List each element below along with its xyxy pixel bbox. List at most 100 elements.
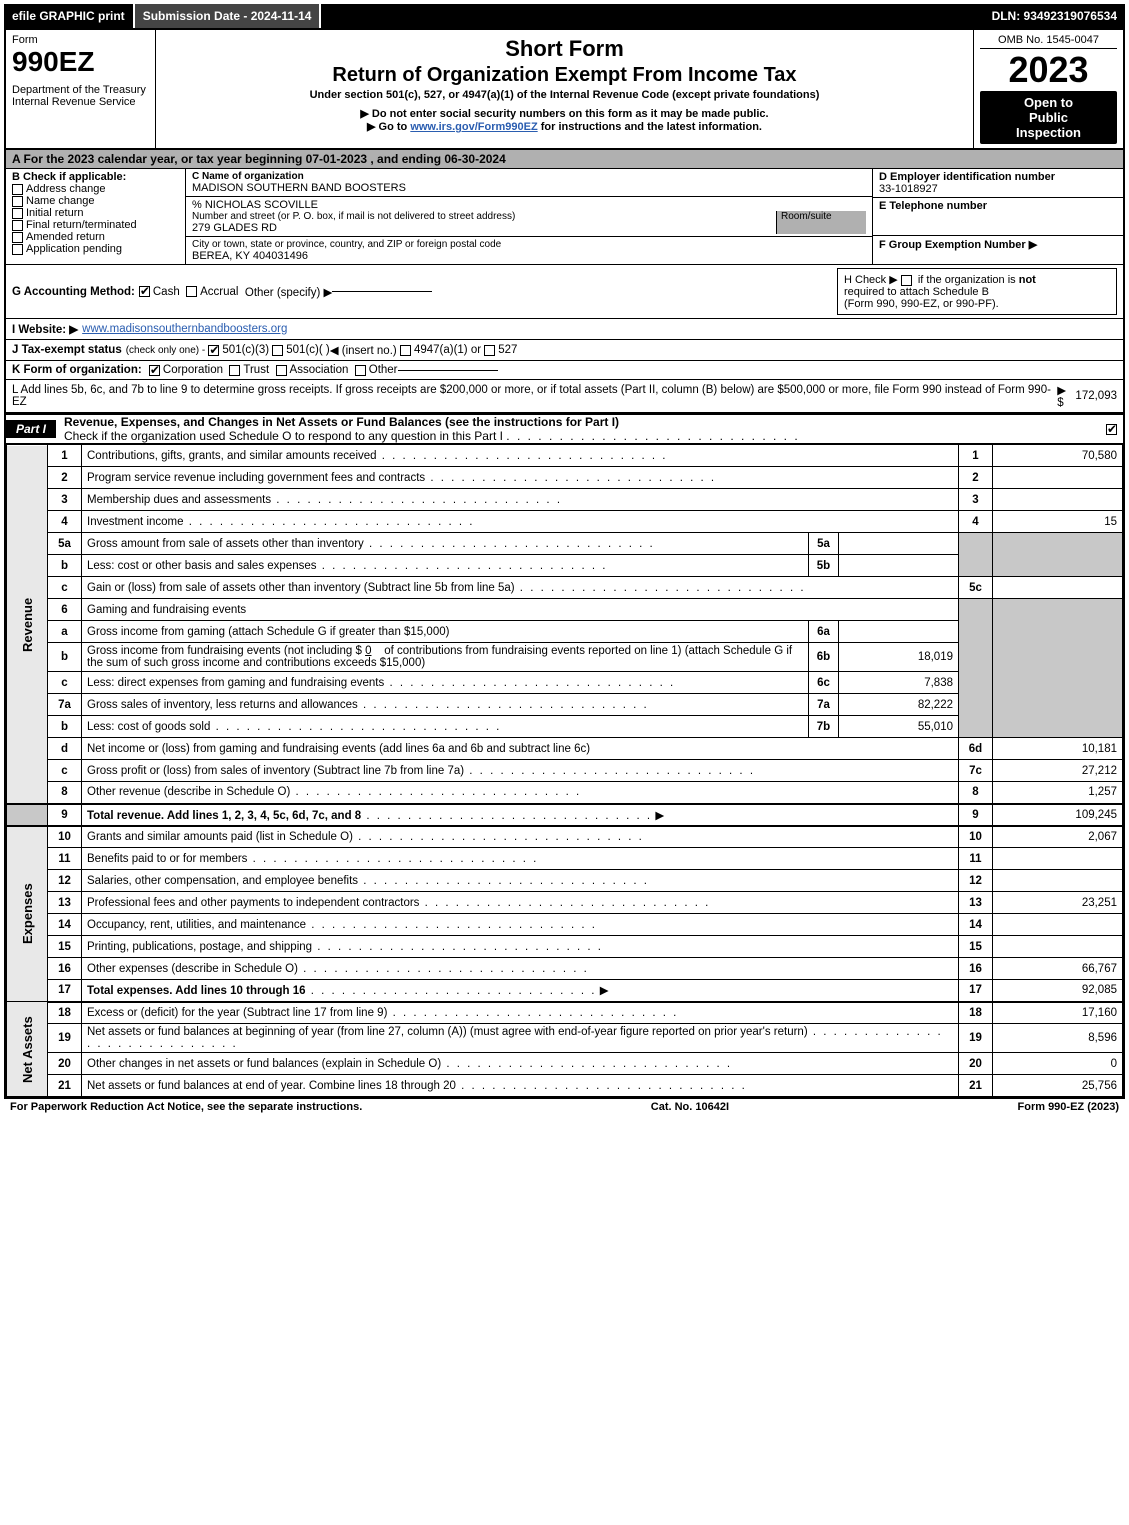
footer-right: Form 990-EZ (2023) bbox=[1018, 1101, 1120, 1113]
g-label: G Accounting Method: bbox=[12, 286, 135, 298]
tax-year: 2023 bbox=[980, 49, 1117, 91]
section-a: A For the 2023 calendar year, or tax yea… bbox=[6, 150, 1123, 169]
line-7a: 7a Gross sales of inventory, less return… bbox=[7, 694, 1123, 716]
cb-association[interactable] bbox=[276, 365, 287, 376]
form-word: Form bbox=[12, 34, 149, 46]
section-j: J Tax-exempt status (check only one) - 5… bbox=[6, 340, 1123, 361]
d-label: D Employer identification number bbox=[879, 171, 1117, 183]
line-6a: a Gross income from gaming (attach Sched… bbox=[7, 621, 1123, 643]
line-14: 14 Occupancy, rent, utilities, and maint… bbox=[7, 914, 1123, 936]
val-16: 66,767 bbox=[993, 958, 1123, 980]
irs-label: Internal Revenue Service bbox=[12, 96, 149, 108]
line-6: 6 Gaming and fundraising events bbox=[7, 599, 1123, 621]
line-20: 20 Other changes in net assets or fund b… bbox=[7, 1053, 1123, 1075]
cb-527[interactable] bbox=[484, 345, 495, 356]
part1-check-line: Check if the organization used Schedule … bbox=[64, 429, 503, 443]
val-17: 92,085 bbox=[993, 980, 1123, 1002]
part1-tag: Part I bbox=[6, 420, 56, 438]
section-i: I Website: ▶ www.madisonsouthernbandboos… bbox=[6, 319, 1123, 340]
line-21: 21 Net assets or fund balances at end of… bbox=[7, 1075, 1123, 1097]
b-title: B Check if applicable: bbox=[12, 171, 179, 183]
page-footer: For Paperwork Reduction Act Notice, see … bbox=[4, 1099, 1125, 1115]
val-8: 1,257 bbox=[993, 782, 1123, 804]
cb-accrual[interactable] bbox=[186, 286, 197, 297]
cb-other-org[interactable] bbox=[355, 365, 366, 376]
line-7b: b Less: cost of goods sold 7b 55,010 bbox=[7, 716, 1123, 738]
section-bcdef: B Check if applicable: Address change Na… bbox=[6, 169, 1123, 265]
side-revenue: Revenue bbox=[7, 445, 48, 804]
subtitle-1: Under section 501(c), 527, or 4947(a)(1)… bbox=[162, 89, 967, 101]
line-5a: 5a Gross amount from sale of assets othe… bbox=[7, 533, 1123, 555]
e-label: E Telephone number bbox=[879, 200, 1117, 212]
val-7c: 27,212 bbox=[993, 760, 1123, 782]
care-of: % NICHOLAS SCOVILLE bbox=[192, 199, 866, 211]
form-header: Form 990EZ Department of the Treasury In… bbox=[6, 30, 1123, 150]
cb-final-return[interactable] bbox=[12, 220, 23, 231]
line-6d: d Net income or (loss) from gaming and f… bbox=[7, 738, 1123, 760]
line-6b: b Gross income from fundraising events (… bbox=[7, 643, 1123, 672]
other-specify-line[interactable] bbox=[332, 291, 432, 292]
line-2: 2 Program service revenue including gove… bbox=[7, 467, 1123, 489]
cb-amended-return[interactable] bbox=[12, 232, 23, 243]
part1-header: Part I Revenue, Expenses, and Changes in… bbox=[6, 414, 1123, 444]
side-expenses: Expenses bbox=[7, 826, 48, 1002]
subtitle-3: ▶ Go to www.irs.gov/Form990EZ for instru… bbox=[162, 120, 967, 133]
val-18: 17,160 bbox=[993, 1002, 1123, 1024]
f-label: F Group Exemption Number ▶ bbox=[879, 239, 1037, 251]
section-c: C Name of organization MADISON SOUTHERN … bbox=[186, 169, 873, 264]
val-6c: 7,838 bbox=[839, 672, 959, 694]
val-19: 8,596 bbox=[993, 1024, 1123, 1053]
form-container: Form 990EZ Department of the Treasury In… bbox=[4, 28, 1125, 1099]
cb-4947[interactable] bbox=[400, 345, 411, 356]
val-6d: 10,181 bbox=[993, 738, 1123, 760]
open-public-inspection: Open to Public Inspection bbox=[980, 91, 1117, 144]
section-h: H Check ▶ if the organization is not req… bbox=[837, 268, 1117, 315]
city-label: City or town, state or province, country… bbox=[192, 239, 866, 250]
other-org-line[interactable] bbox=[398, 370, 498, 371]
website-link[interactable]: www.madisonsouthernbandboosters.org bbox=[82, 323, 287, 335]
cb-schedule-o[interactable] bbox=[1106, 424, 1117, 435]
val-14 bbox=[993, 914, 1123, 936]
val-5b bbox=[839, 555, 959, 577]
line-9: 9 Total revenue. Add lines 1, 2, 3, 4, 5… bbox=[7, 804, 1123, 826]
val-20: 0 bbox=[993, 1053, 1123, 1075]
val-3 bbox=[993, 489, 1123, 511]
efile-print[interactable]: efile GRAPHIC print bbox=[4, 4, 135, 28]
footer-left: For Paperwork Reduction Act Notice, see … bbox=[10, 1101, 362, 1113]
footer-cat: Cat. No. 10642I bbox=[362, 1101, 1017, 1113]
section-gh: G Accounting Method: Cash Accrual Other … bbox=[6, 265, 1123, 319]
val-2 bbox=[993, 467, 1123, 489]
cb-cash[interactable] bbox=[139, 286, 150, 297]
line-19: 19 Net assets or fund balances at beginn… bbox=[7, 1024, 1123, 1053]
cb-h[interactable] bbox=[901, 275, 912, 286]
dept-treasury: Department of the Treasury bbox=[12, 84, 149, 96]
val-12 bbox=[993, 870, 1123, 892]
lines-table: Revenue 1 Contributions, gifts, grants, … bbox=[6, 444, 1123, 1097]
cb-application-pending[interactable] bbox=[12, 244, 23, 255]
org-name: MADISON SOUTHERN BAND BOOSTERS bbox=[192, 182, 866, 194]
cb-trust[interactable] bbox=[229, 365, 240, 376]
cb-501c3[interactable] bbox=[208, 345, 219, 356]
gross-receipts-value: 172,093 bbox=[1075, 390, 1117, 402]
val-5a bbox=[839, 533, 959, 555]
omb-number: OMB No. 1545-0047 bbox=[980, 34, 1117, 49]
top-bar: efile GRAPHIC print Submission Date - 20… bbox=[4, 4, 1125, 28]
val-7b: 55,010 bbox=[839, 716, 959, 738]
irs-link[interactable]: www.irs.gov/Form990EZ bbox=[410, 121, 537, 133]
val-7a: 82,222 bbox=[839, 694, 959, 716]
line-5b: b Less: cost or other basis and sales ex… bbox=[7, 555, 1123, 577]
line-11: 11 Benefits paid to or for members 11 bbox=[7, 848, 1123, 870]
street-value: 279 GLADES RD bbox=[192, 222, 776, 234]
cb-corporation[interactable] bbox=[149, 365, 160, 376]
section-def: D Employer identification number 33-1018… bbox=[873, 169, 1123, 264]
line-1: Revenue 1 Contributions, gifts, grants, … bbox=[7, 445, 1123, 467]
val-13: 23,251 bbox=[993, 892, 1123, 914]
form-number: 990EZ bbox=[12, 46, 149, 78]
val-5c bbox=[993, 577, 1123, 599]
cb-name-change[interactable] bbox=[12, 196, 23, 207]
cb-address-change[interactable] bbox=[12, 184, 23, 195]
val-10: 2,067 bbox=[993, 826, 1123, 848]
cb-initial-return[interactable] bbox=[12, 208, 23, 219]
cb-501c[interactable] bbox=[272, 345, 283, 356]
line-12: 12 Salaries, other compensation, and emp… bbox=[7, 870, 1123, 892]
